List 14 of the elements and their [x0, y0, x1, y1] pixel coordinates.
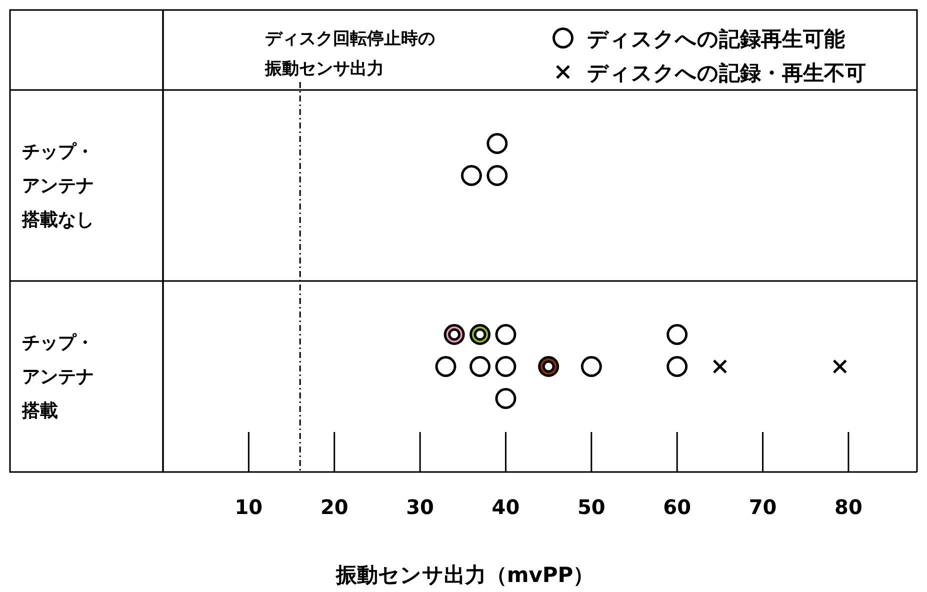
x-tick-label: 60	[663, 495, 692, 520]
y-tick-label: チップ・アンテナ搭載なし	[21, 142, 94, 230]
ref-line-label: ディスク回転停止時の振動センサ出力	[264, 29, 436, 79]
x-tick-label: 10	[234, 495, 263, 520]
y-tick-label: チップ・アンテナ搭載	[21, 332, 94, 422]
legend-label: ディスクへの記録・再生不可	[587, 61, 866, 85]
x-tick-label: 80	[834, 495, 862, 520]
x-tick-label: 40	[492, 495, 520, 520]
x-tick-label: 30	[406, 495, 434, 520]
x-tick-label: 20	[320, 495, 348, 520]
legend-label: ディスクへの記録再生可能	[587, 27, 845, 51]
x-tick-label: 50	[577, 495, 606, 520]
x-tick-label: 70	[748, 495, 777, 520]
x-axis-title: 振動センサ出力（mvPP）	[334, 563, 594, 587]
